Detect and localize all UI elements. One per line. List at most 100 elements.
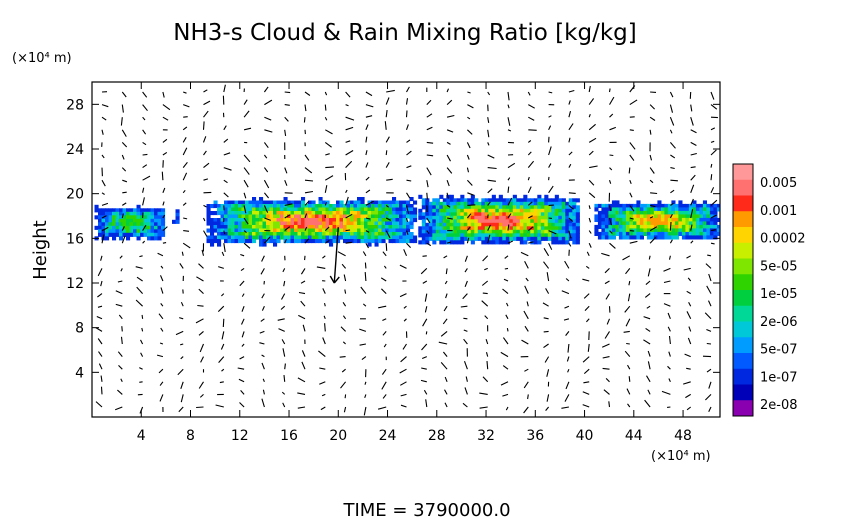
wind-vector <box>507 213 512 219</box>
wind-vector <box>199 343 205 353</box>
wind-vector <box>280 305 286 310</box>
wind-vector <box>385 230 391 239</box>
colorbar-swatch <box>733 400 753 417</box>
wind-vector <box>487 154 495 159</box>
wind-vector <box>690 240 694 244</box>
wind-vector <box>264 99 273 106</box>
wind-vector <box>199 393 204 398</box>
wind-vector <box>97 293 103 298</box>
wind-vector <box>647 268 651 277</box>
wind-vector <box>182 147 188 156</box>
wind-vector <box>259 330 265 334</box>
wind-vector <box>197 304 204 307</box>
wind-vector <box>482 255 489 262</box>
wind-vector <box>446 167 453 174</box>
wind-vector <box>304 213 308 219</box>
wind-vector <box>426 154 434 157</box>
wind-vector <box>323 302 326 307</box>
wind-vector <box>95 327 103 332</box>
wind-vector <box>608 205 612 212</box>
wind-vector <box>263 205 269 213</box>
wind-vector <box>304 190 313 194</box>
wind-vector <box>121 104 124 113</box>
wind-vector <box>261 354 265 358</box>
wind-vector <box>710 242 715 245</box>
wind-vector <box>403 318 407 322</box>
wind-vector <box>690 129 697 134</box>
wind-vector <box>690 104 693 112</box>
wind-vector <box>406 139 411 143</box>
wind-vector <box>182 126 188 131</box>
wind-vector <box>239 356 245 360</box>
wind-vector <box>158 313 164 320</box>
wind-vector <box>445 268 448 275</box>
wind-vector <box>609 113 614 118</box>
wind-vector <box>690 209 694 219</box>
wind-vector <box>344 394 347 399</box>
wind-vector <box>364 381 367 385</box>
wind-vector <box>546 369 550 377</box>
x-tick-label: 8 <box>186 428 195 444</box>
x-tick-label: 4 <box>137 428 146 444</box>
colorbar-label: 2e-08 <box>760 398 798 413</box>
y-axis-unit: (×10⁴ m) <box>12 51 72 66</box>
wind-vector <box>182 137 187 143</box>
wind-vector <box>479 392 488 395</box>
wind-vector <box>383 265 387 269</box>
wind-vector <box>219 381 224 384</box>
wind-vector <box>705 394 712 401</box>
wind-vector <box>222 318 225 328</box>
wind-vector <box>647 389 651 395</box>
wind-vector <box>487 91 491 96</box>
wind-vector <box>605 293 610 300</box>
wind-vector <box>203 162 210 169</box>
wind-vector <box>649 154 653 161</box>
wind-vector <box>241 293 245 297</box>
wind-vector <box>161 171 164 181</box>
wind-vector <box>587 343 590 352</box>
wind-vector <box>487 167 497 170</box>
wind-vector <box>444 402 448 408</box>
wind-vector <box>243 127 252 131</box>
y-tick-label: 16 <box>66 231 84 247</box>
wind-vector <box>479 406 488 409</box>
wind-vector <box>304 179 314 182</box>
wind-vector <box>117 351 123 357</box>
wind-vector <box>649 226 658 232</box>
wind-vector <box>361 356 367 361</box>
wind-vector <box>400 381 407 386</box>
wind-vector <box>629 180 632 184</box>
wind-vector <box>446 99 453 106</box>
wind-vector <box>101 226 109 232</box>
wind-vector <box>406 86 410 93</box>
wind-vector <box>446 180 450 187</box>
wind-vector <box>608 180 612 184</box>
wind-vector <box>385 243 388 251</box>
wind-vector <box>446 154 451 162</box>
wind-vector <box>609 154 614 157</box>
wind-vector <box>121 154 125 160</box>
wind-vector <box>667 365 671 370</box>
wind-vector <box>400 356 407 363</box>
wind-vector <box>710 187 715 194</box>
wind-vector <box>385 150 388 156</box>
colorbar-swatch <box>733 227 753 244</box>
wind-vector <box>588 123 596 131</box>
wind-vector <box>322 337 326 345</box>
wind-vector <box>218 266 224 269</box>
wind-vector <box>365 242 369 249</box>
wind-vector <box>118 314 123 320</box>
wind-vector <box>647 350 651 357</box>
x-axis: 4 8 12 16 20 24 28 32 36 40 44 48 <box>137 82 692 444</box>
wind-vector <box>237 367 245 370</box>
wind-vector <box>507 224 510 231</box>
wind-vector <box>341 368 346 373</box>
wind-vector <box>669 116 675 126</box>
wind-vector <box>97 305 103 308</box>
wind-vector <box>365 136 368 143</box>
wind-vector <box>264 116 272 121</box>
wind-vector <box>300 268 306 275</box>
wind-vector <box>629 129 634 131</box>
wind-vector <box>582 404 590 408</box>
wind-vector <box>141 327 144 332</box>
